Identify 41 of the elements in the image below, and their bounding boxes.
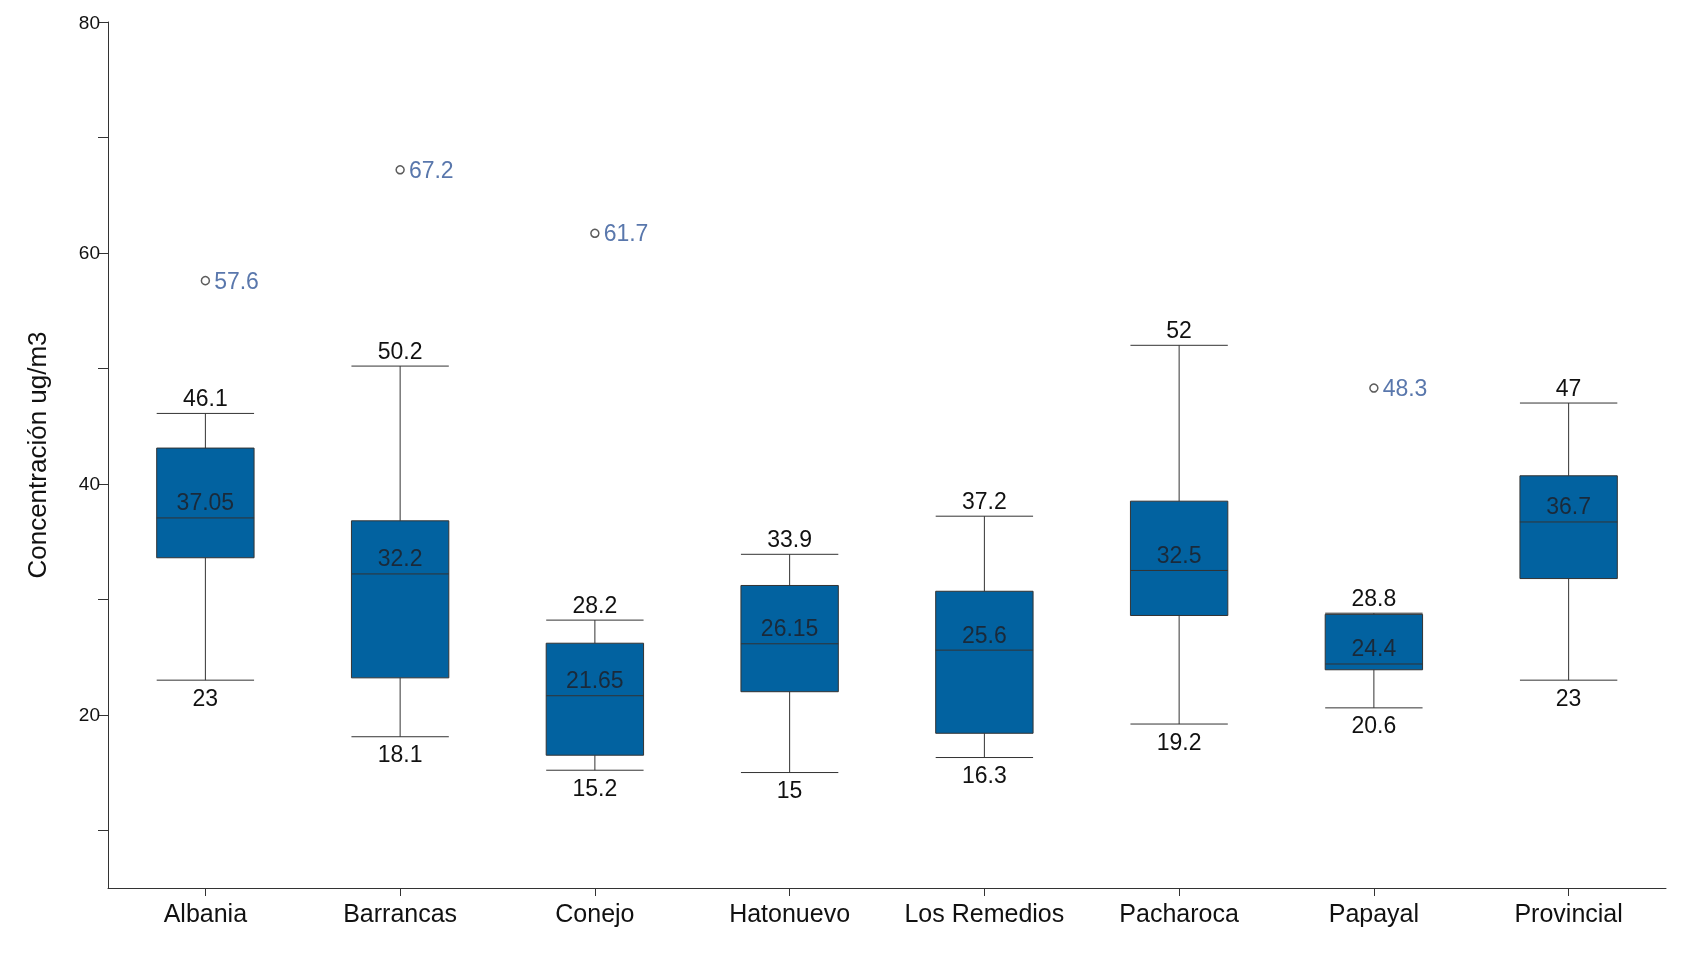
data-label: 67.2	[408, 156, 454, 183]
annotation: 23	[1555, 684, 1582, 711]
annotation: 37.2	[961, 487, 1007, 514]
x-tick-label: Hatonuevo	[729, 898, 851, 927]
annotation: 18.1	[377, 741, 423, 768]
data-label: 48.3	[1382, 375, 1428, 402]
annotation: 28.8	[1351, 584, 1397, 611]
x-tick-label: Albania	[163, 898, 248, 927]
annotation: 47	[1555, 374, 1582, 401]
annotation: 33.9	[767, 525, 813, 552]
annotation: 25.6	[961, 621, 1007, 648]
annotation: 32.5	[1156, 541, 1202, 568]
x-tick-label: Pacharoca	[1119, 898, 1239, 927]
y-axis-title: Concentración ug/m3	[22, 331, 52, 579]
annotation: 37.05	[176, 489, 235, 516]
annotation: 15	[776, 777, 803, 804]
annotation: 26.15	[760, 615, 819, 642]
data-label: 61.7	[603, 220, 649, 247]
annotation: 32.2	[377, 545, 423, 572]
y-tick-label: 40	[78, 473, 100, 495]
x-tick-label: Barrancas	[343, 898, 458, 927]
annotation: 36.7	[1546, 493, 1592, 520]
x-tick-label: Los Remedios	[904, 898, 1065, 927]
y-tick-label: 60	[78, 242, 100, 264]
annotation: 28.2	[572, 591, 618, 618]
annotation: 21.65	[566, 667, 624, 694]
annotation: 23	[192, 684, 219, 711]
annotation: 16.3	[961, 762, 1007, 789]
y-tick-label: 80	[78, 11, 100, 33]
data-label: 57.6	[214, 267, 259, 294]
annotation: 50.2	[377, 337, 423, 364]
annotation: 15.2	[572, 774, 618, 801]
annotation: 19.2	[1156, 728, 1202, 755]
annotation: 24.4	[1351, 635, 1397, 662]
x-tick-label: Conejo	[555, 898, 635, 927]
x-tick-label: Provincial	[1514, 898, 1623, 927]
annotation: 46.1	[182, 384, 228, 411]
annotation: 52	[1166, 316, 1192, 343]
y-tick-label: 20	[78, 704, 100, 726]
x-tick-label: Papayal	[1328, 898, 1420, 927]
annotation: 20.6	[1351, 712, 1397, 739]
